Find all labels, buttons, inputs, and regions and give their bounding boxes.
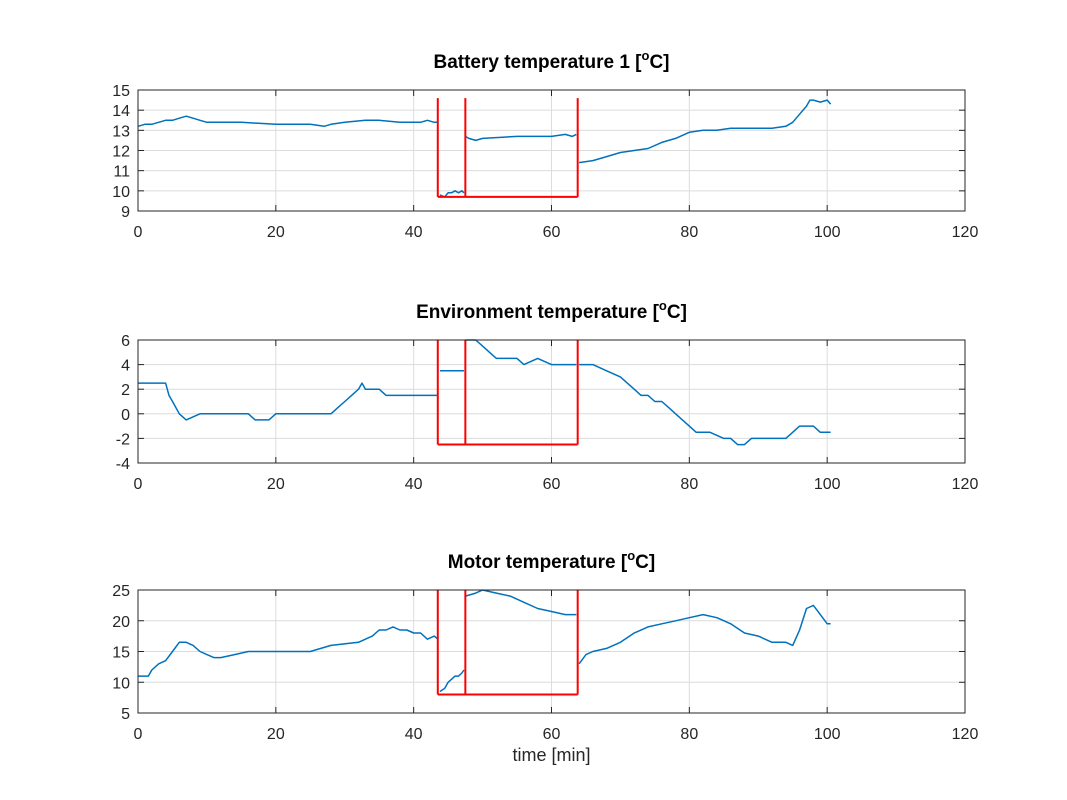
series-line-1 bbox=[137, 115, 438, 128]
chart-title-main: Battery temperature 1 [ bbox=[433, 52, 642, 73]
chart-title: Battery temperature 1 [oC] bbox=[433, 48, 669, 73]
y-tick-label: 12 bbox=[112, 144, 130, 161]
y-tick-label: 11 bbox=[113, 164, 130, 181]
chart-title-superscript: o bbox=[642, 48, 650, 63]
y-tick-label: 6 bbox=[121, 333, 130, 350]
chart-title-main: Motor temperature [ bbox=[448, 552, 628, 573]
subplot-2: 0 20 40 60 80 100 120 -4 -2 0 2 4 6 Environment tempe… bbox=[116, 298, 979, 493]
chart-title: Motor temperature [oC] bbox=[448, 548, 655, 573]
subplot-3: 0 20 40 60 80 100 120 5 10 15 20 25 Motor temperatur… bbox=[112, 548, 978, 765]
y-tick-label: 25 bbox=[112, 583, 130, 600]
chart-title-unit: C] bbox=[667, 302, 687, 323]
series-line-1 bbox=[138, 626, 439, 677]
x-tick-label: 0 bbox=[134, 726, 143, 743]
series-line-3 bbox=[465, 339, 577, 366]
x-tick-label: 0 bbox=[134, 224, 143, 241]
chart-title-unit: C] bbox=[635, 552, 655, 573]
x-tick-label: 40 bbox=[405, 726, 423, 743]
chart-title: Environment temperature [oC] bbox=[416, 298, 687, 323]
y-tick-label: 13 bbox=[112, 123, 130, 140]
y-tick-label: 9 bbox=[121, 204, 130, 221]
x-tick-label: 40 bbox=[405, 476, 423, 493]
y-tick-label: -2 bbox=[116, 431, 130, 448]
x-tick-label: 60 bbox=[543, 224, 561, 241]
series-line-3 bbox=[465, 133, 577, 142]
y-tick-label: 10 bbox=[112, 184, 130, 201]
y-tick-label: 14 bbox=[112, 103, 130, 120]
x-tick-label: 40 bbox=[405, 224, 423, 241]
x-tick-label: 80 bbox=[680, 726, 698, 743]
chart-title-superscript: o bbox=[659, 298, 667, 313]
y-tick-label: 20 bbox=[112, 614, 130, 631]
y-tick-label: 0 bbox=[121, 407, 130, 424]
chart-title-unit: C] bbox=[649, 52, 669, 73]
x-tick-label: 120 bbox=[952, 224, 979, 241]
chart-title-main: Environment temperature [ bbox=[416, 302, 659, 323]
x-tick-label: 60 bbox=[543, 476, 561, 493]
x-tick-label: 0 bbox=[134, 476, 143, 493]
y-tick-label: 2 bbox=[121, 382, 130, 399]
series-line-4 bbox=[579, 363, 831, 446]
x-tick-label: 60 bbox=[543, 726, 561, 743]
series-line-4 bbox=[578, 604, 831, 665]
x-tick-label: 20 bbox=[267, 224, 285, 241]
y-tick-label: 4 bbox=[121, 358, 130, 375]
y-tick-label: 15 bbox=[112, 645, 130, 662]
subplot-1: 0 20 40 60 80 100 120 9 10 11 12 13 14 15 Battery temp… bbox=[112, 48, 978, 241]
x-tick-label: 20 bbox=[267, 726, 285, 743]
series-line-1 bbox=[138, 382, 438, 421]
y-tick-label: 15 bbox=[112, 83, 130, 100]
x-tick-label: 120 bbox=[952, 476, 979, 493]
x-tick-label: 80 bbox=[680, 476, 698, 493]
y-tick-label: 10 bbox=[112, 675, 130, 692]
x-axis-label: time [min] bbox=[512, 745, 590, 765]
series-line-2 bbox=[439, 669, 465, 693]
y-tick-label: -4 bbox=[116, 456, 130, 473]
x-tick-label: 20 bbox=[267, 476, 285, 493]
y-tick-label: 5 bbox=[121, 706, 130, 723]
x-tick-label: 80 bbox=[680, 224, 698, 241]
x-tick-label: 100 bbox=[814, 476, 841, 493]
x-tick-label: 120 bbox=[952, 726, 979, 743]
chart-title-superscript: o bbox=[627, 548, 635, 563]
series-line-3 bbox=[465, 589, 577, 616]
x-tick-label: 100 bbox=[814, 726, 841, 743]
series-line-4 bbox=[578, 99, 832, 164]
x-tick-label: 100 bbox=[814, 224, 841, 241]
